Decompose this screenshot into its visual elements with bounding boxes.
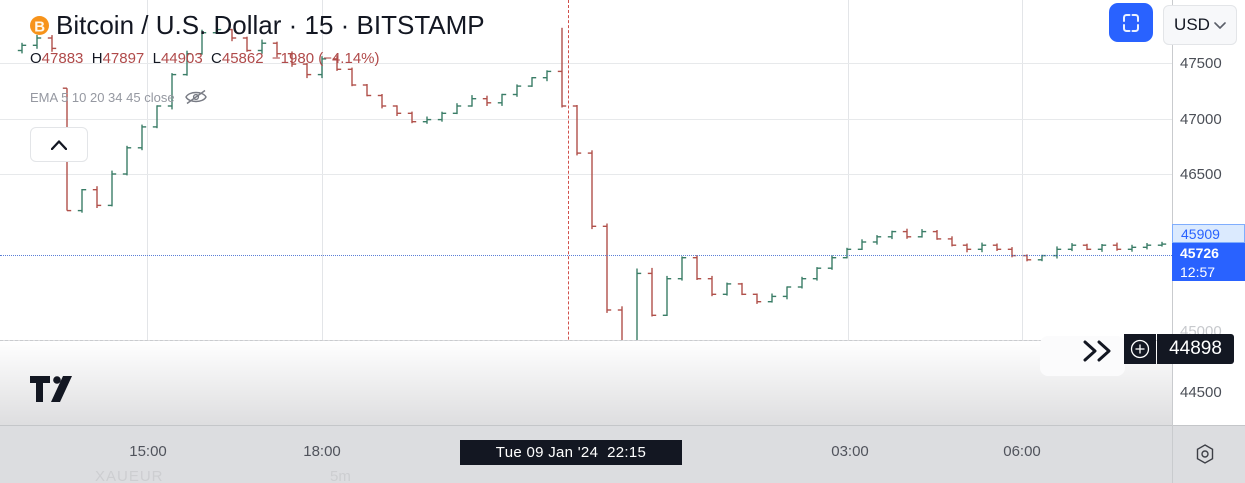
svg-text:B: B <box>34 19 45 36</box>
